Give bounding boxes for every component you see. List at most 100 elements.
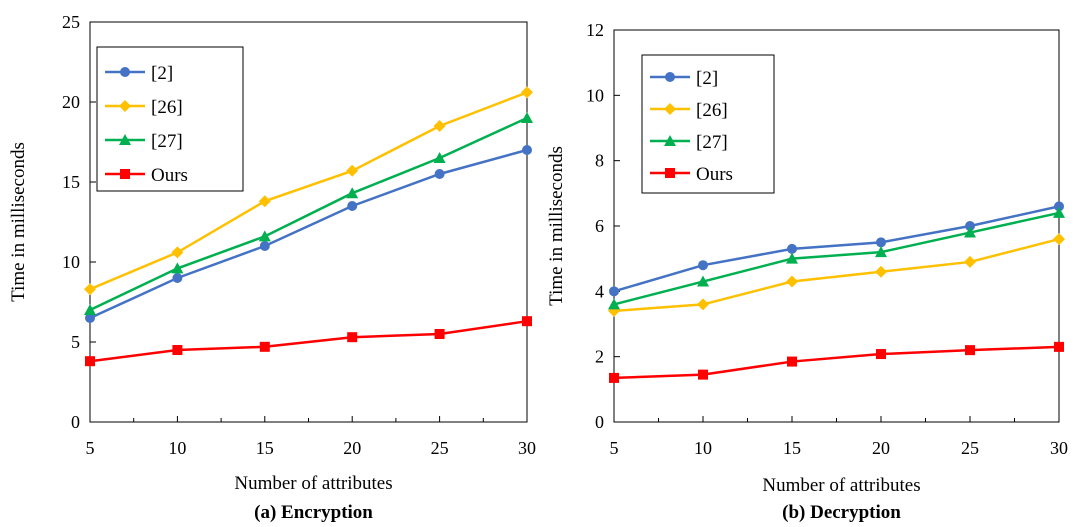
x-tick-label: 15 [256, 438, 274, 458]
data-point-2 [698, 260, 708, 271]
y-tick-label: 6 [595, 216, 604, 236]
series-26 [608, 233, 1065, 317]
legend-label: Ours [151, 165, 188, 186]
data-point-ours [1054, 341, 1064, 352]
data-point-26 [346, 164, 359, 177]
legend-label: [26] [151, 97, 183, 118]
data-point-27 [1053, 206, 1065, 218]
series-line-26 [613, 237, 1060, 313]
data-point-2 [347, 201, 358, 211]
y-tick-label: 15 [62, 172, 80, 192]
series-line-2 [89, 148, 528, 320]
legend: [2] [26] [27] Ours [641, 54, 775, 194]
series-line-27 [89, 116, 528, 312]
data-point-27 [433, 152, 446, 163]
series-line-ours [613, 345, 1060, 380]
data-point-2 [609, 286, 619, 297]
series-line-26 [89, 91, 528, 291]
chart-caption: (a) Encryption [254, 502, 373, 523]
data-point-26 [84, 283, 96, 296]
data-point-26 [697, 298, 709, 311]
data-point-2 [1054, 201, 1064, 212]
legend-swatch-marker [120, 169, 130, 179]
legend: [2] [26] [27] Ours [96, 46, 244, 192]
x-tick-label: 15 [783, 438, 801, 458]
data-point-ours [522, 316, 532, 327]
y-tick-label: 0 [71, 412, 80, 432]
series-line-2 [613, 205, 1060, 293]
data-point-2 [787, 243, 797, 254]
data-point-26 [1053, 233, 1065, 246]
x-tick-label: 5 [610, 438, 619, 458]
data-point-26 [521, 86, 533, 99]
chart-caption: (b) Decryption [782, 502, 901, 523]
legend-label: [27] [151, 131, 183, 152]
data-point-27 [521, 112, 533, 123]
data-point-ours [698, 369, 708, 380]
data-point-27 [786, 252, 798, 264]
legend-label: [2] [151, 63, 173, 84]
y-tick-label: 2 [595, 347, 604, 367]
series-27 [84, 112, 533, 315]
data-point-2 [85, 313, 95, 323]
x-axis-title: Number of attributes [762, 475, 920, 496]
legend-swatch-marker [665, 168, 675, 178]
series-2 [609, 201, 1064, 297]
data-point-26 [964, 255, 976, 268]
data-point-2 [965, 221, 975, 231]
y-tick-label: 25 [62, 12, 80, 32]
data-point-ours [787, 356, 797, 367]
y-tick-label: 20 [62, 92, 80, 112]
data-point-27 [171, 262, 184, 274]
data-point-27 [346, 187, 359, 199]
x-tick-label: 20 [872, 438, 890, 458]
data-point-26 [786, 275, 798, 288]
y-axis-title: Time in milliseconds [8, 142, 29, 302]
x-tick-label: 30 [518, 438, 536, 458]
encryption-chart-panel: 0 5 10 15 20 25 5 10 15 20 25 30 Number of attribute… [8, 12, 536, 523]
legend-swatch-marker [119, 134, 131, 145]
data-point-ours [434, 329, 445, 339]
data-point-27 [875, 246, 887, 258]
data-point-2 [876, 237, 886, 248]
data-point-ours [85, 356, 95, 367]
x-tick-label: 10 [168, 438, 186, 458]
series-27 [608, 206, 1065, 310]
x-tick-label: 25 [431, 438, 449, 458]
data-point-ours [259, 341, 270, 352]
series-ours [609, 341, 1064, 383]
data-point-27 [964, 226, 976, 238]
legend-swatch-marker [664, 135, 676, 146]
data-point-26 [258, 195, 271, 208]
decryption-chart: 0 2 4 6 8 10 12 5 10 15 20 25 30 Number of attributes… [546, 20, 1068, 523]
x-tick-label: 20 [343, 438, 361, 458]
series-line-ours [89, 319, 528, 363]
data-point-26 [875, 265, 887, 278]
legend-swatch-marker [665, 72, 675, 82]
y-tick-label: 8 [595, 151, 604, 171]
data-point-27 [697, 275, 709, 287]
y-tick-label: 0 [595, 412, 604, 432]
y-tick-label: 10 [62, 252, 80, 272]
data-point-27 [84, 304, 96, 315]
x-tick-label: 25 [961, 438, 979, 458]
x-axis-title: Number of attributes [234, 473, 392, 494]
y-tick-label: 4 [595, 281, 604, 301]
data-point-ours [876, 349, 886, 360]
series-26 [84, 86, 533, 296]
series-2 [85, 145, 532, 323]
legend-label: [26] [696, 100, 728, 121]
legend-label: [27] [696, 132, 728, 153]
data-point-26 [433, 120, 446, 132]
legend-swatch-marker [120, 67, 130, 77]
y-tick-label: 5 [71, 332, 80, 352]
data-point-2 [259, 241, 270, 251]
x-tick-label: 5 [86, 438, 95, 458]
decryption-chart-panel: 0 2 4 6 8 10 12 5 10 15 20 25 30 Number of attributes… [539, 0, 1078, 527]
legend-label: [2] [696, 68, 718, 89]
data-point-26 [171, 246, 184, 259]
series-line-27 [613, 211, 1060, 306]
data-point-ours [965, 345, 975, 356]
data-point-ours [609, 372, 619, 383]
